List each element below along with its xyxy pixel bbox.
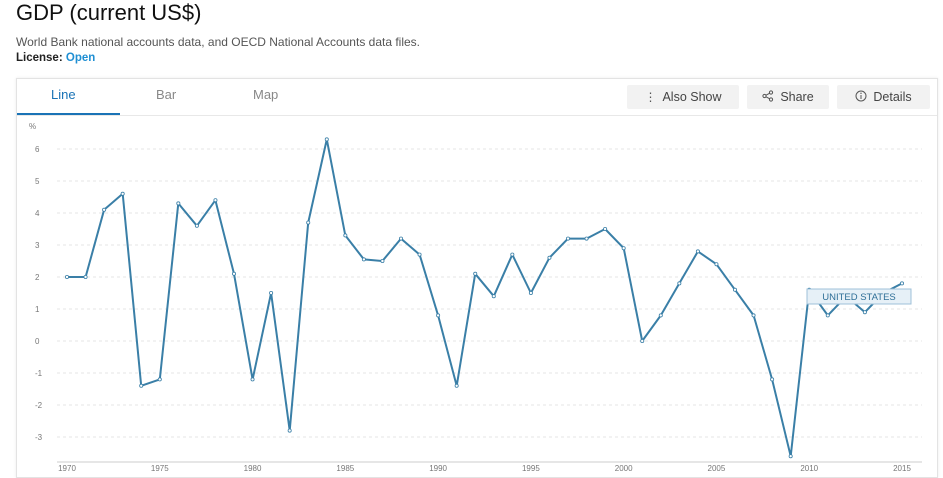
tooltip-label: UNITED STATES xyxy=(822,292,896,303)
data-point[interactable] xyxy=(213,198,218,203)
data-point[interactable] xyxy=(231,271,236,276)
x-axis: 1970 1975 1980 1985 1990 1995 2000 2005 2010 2015 xyxy=(57,461,922,473)
data-point[interactable] xyxy=(751,313,756,318)
license-line: License: Open xyxy=(16,52,95,64)
grid-lines xyxy=(57,148,922,438)
data-point[interactable] xyxy=(83,274,88,279)
x-tick-label: 2000 xyxy=(615,464,633,473)
x-tick-label: 1975 xyxy=(151,464,169,473)
y-tick-label: 3 xyxy=(35,241,40,250)
data-point[interactable] xyxy=(770,377,775,382)
details-label: Details xyxy=(873,90,912,104)
data-point[interactable] xyxy=(398,236,403,241)
data-point[interactable] xyxy=(269,290,274,295)
source-note: World Bank national accounts data, and O… xyxy=(16,35,421,49)
x-tick-label: 1995 xyxy=(522,464,540,473)
x-tick-label: 1990 xyxy=(429,464,447,473)
data-point[interactable] xyxy=(250,377,255,382)
y-tick-label: 4 xyxy=(35,209,40,218)
data-point[interactable] xyxy=(900,281,905,286)
more-vertical-icon: ⋮ xyxy=(644,90,657,104)
x-tick-label: 1985 xyxy=(336,464,354,473)
y-tick-label: -2 xyxy=(35,401,43,410)
data-point[interactable] xyxy=(621,246,626,251)
data-point[interactable] xyxy=(658,313,663,318)
tab-bar[interactable]: Bar xyxy=(156,87,177,102)
data-point[interactable] xyxy=(603,226,608,231)
y-tick-label: -1 xyxy=(35,369,43,378)
data-point[interactable] xyxy=(714,262,719,267)
data-point[interactable] xyxy=(491,294,496,299)
license-link[interactable]: Open xyxy=(65,52,96,64)
y-tick-label: 0 xyxy=(35,337,40,346)
data-point[interactable] xyxy=(287,428,292,433)
y-tick-label: 6 xyxy=(35,145,40,154)
data-point[interactable] xyxy=(102,207,107,212)
data-point[interactable] xyxy=(417,252,422,257)
tab-line[interactable]: Line xyxy=(51,87,76,102)
x-tick-label: 2010 xyxy=(800,464,818,473)
x-tick-label: 1980 xyxy=(244,464,262,473)
data-point[interactable] xyxy=(306,220,311,225)
data-point[interactable] xyxy=(454,383,459,388)
data-point[interactable] xyxy=(120,191,125,196)
also-show-label: Also Show xyxy=(662,90,722,104)
data-point[interactable] xyxy=(510,252,515,257)
data-point[interactable] xyxy=(566,236,571,241)
data-point[interactable] xyxy=(528,290,533,295)
share-icon xyxy=(762,89,774,105)
chart-panel: Line Bar Map ⋮ Also Show Share Details %… xyxy=(16,78,938,478)
data-point[interactable] xyxy=(825,313,830,318)
series-line-united-states[interactable] xyxy=(67,138,903,458)
data-point[interactable] xyxy=(733,287,738,292)
x-tick-label: 2015 xyxy=(893,464,911,473)
series-layer xyxy=(65,137,905,459)
data-point[interactable] xyxy=(343,233,348,238)
tooltip: UNITED STATES xyxy=(806,288,912,305)
y-axis: % 6 5 4 3 2 1 0 -1 -2 -3 xyxy=(29,122,43,442)
y-tick-label: 1 xyxy=(35,305,40,314)
data-point[interactable] xyxy=(473,271,478,276)
share-button[interactable]: Share xyxy=(747,85,829,109)
data-point[interactable] xyxy=(194,223,199,228)
data-point[interactable] xyxy=(139,383,144,388)
share-label: Share xyxy=(780,90,814,104)
y-tick-label: 5 xyxy=(35,177,40,186)
x-tick-label: 1970 xyxy=(58,464,76,473)
data-point[interactable] xyxy=(324,137,329,142)
chart-tabs: Line Bar Map ⋮ Also Show Share Details xyxy=(17,79,937,116)
y-axis-unit: % xyxy=(29,122,36,131)
data-point[interactable] xyxy=(640,338,645,343)
data-point[interactable] xyxy=(380,258,385,263)
y-tick-label: -3 xyxy=(35,433,43,442)
data-point[interactable] xyxy=(695,249,700,254)
data-point[interactable] xyxy=(361,257,366,262)
info-icon xyxy=(855,90,867,105)
also-show-button[interactable]: ⋮ Also Show xyxy=(627,85,739,109)
page-title: GDP (current US$) xyxy=(16,0,202,25)
data-point[interactable] xyxy=(547,255,552,260)
line-chart: % 6 5 4 3 2 1 0 -1 -2 -3 1970 1975 1980 1985 1990 1995 2… xyxy=(29,122,922,473)
tab-map[interactable]: Map xyxy=(253,87,279,102)
data-point[interactable] xyxy=(157,377,162,382)
data-point[interactable] xyxy=(176,201,181,206)
tooltip-box xyxy=(806,288,912,305)
x-tick-label: 2005 xyxy=(708,464,726,473)
data-point[interactable] xyxy=(862,310,867,315)
y-tick-label: 2 xyxy=(35,273,40,282)
data-point[interactable] xyxy=(65,274,70,279)
license-label: License: xyxy=(16,52,63,64)
data-point[interactable] xyxy=(788,454,793,459)
data-point[interactable] xyxy=(436,313,441,318)
data-point[interactable] xyxy=(584,236,589,241)
active-tab-indicator xyxy=(17,113,120,115)
data-point[interactable] xyxy=(677,281,682,286)
details-button[interactable]: Details xyxy=(837,85,930,109)
